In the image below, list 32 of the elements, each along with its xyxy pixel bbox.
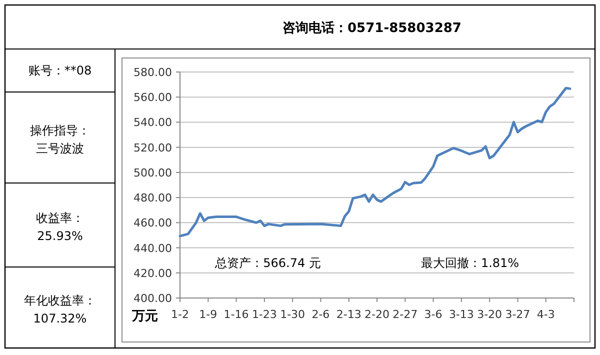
- annotation: 总资产：566.74 元: [214, 256, 321, 270]
- x-tick-label: 1-9: [199, 308, 218, 321]
- text: 账号：**08: [28, 64, 92, 78]
- x-tick-label: 3-13: [448, 308, 474, 321]
- x-tick-label: 2-6: [312, 308, 330, 321]
- text: 年化收益率：107.32%: [24, 294, 96, 326]
- x-tick-label: 1-2: [171, 308, 189, 321]
- y-axis-title: 万元: [131, 309, 158, 324]
- x-tick-label: 3-20: [477, 308, 502, 321]
- x-tick-label: 1-16: [224, 308, 249, 321]
- x-tick-label: 2-27: [392, 308, 418, 321]
- text: 操作指导：三号波波: [30, 124, 90, 156]
- y-tick-label: 460.00: [134, 216, 172, 230]
- y-tick-label: 580.00: [134, 66, 172, 79]
- y-tick-label: 560.00: [134, 91, 172, 104]
- x-tick-label: 1-30: [280, 308, 306, 321]
- y-tick-label: 480.00: [134, 192, 172, 205]
- y-tick-label: 440.00: [134, 242, 172, 255]
- y-tick-label: 400.00: [134, 292, 172, 305]
- x-tick-label: 3-27: [505, 308, 530, 321]
- y-tick-label: 540.00: [134, 116, 172, 130]
- annotation: 最大回撤：1.81%: [420, 256, 520, 270]
- y-tick-label: 500.00: [134, 166, 172, 180]
- x-tick-label: 3-6: [424, 308, 442, 321]
- text: 收益率：25.93%: [36, 211, 84, 243]
- x-tick-label: 1-23: [252, 308, 277, 321]
- y-tick-label: 420.00: [134, 266, 172, 280]
- x-tick-label: 2-13: [336, 308, 362, 321]
- x-tick-label: 2-20: [364, 308, 390, 321]
- text: 咨询电话：0571-85803287: [282, 20, 462, 36]
- x-tick-label: 4-3: [536, 308, 555, 321]
- y-tick-label: 520.00: [134, 141, 172, 154]
